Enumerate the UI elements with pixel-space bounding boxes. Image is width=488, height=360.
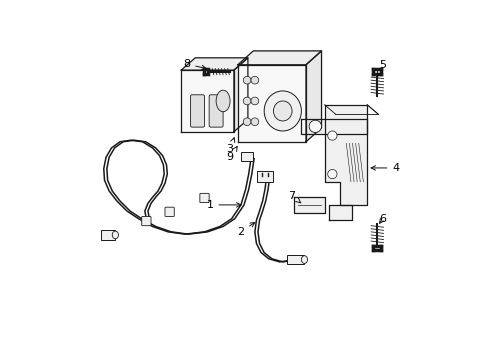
Text: 9: 9: [226, 147, 237, 162]
Ellipse shape: [264, 91, 301, 131]
Polygon shape: [324, 105, 366, 205]
Circle shape: [243, 97, 250, 105]
Text: 8: 8: [183, 59, 206, 70]
Bar: [257, 171, 272, 182]
Ellipse shape: [273, 101, 291, 121]
Ellipse shape: [301, 256, 307, 264]
Text: 1: 1: [206, 200, 241, 210]
Text: 5: 5: [377, 60, 386, 76]
Polygon shape: [237, 51, 321, 65]
Bar: [241, 152, 253, 161]
FancyBboxPatch shape: [200, 193, 209, 203]
Circle shape: [250, 97, 258, 105]
Polygon shape: [293, 197, 324, 213]
Polygon shape: [237, 65, 305, 142]
Circle shape: [250, 118, 258, 126]
Text: 6: 6: [379, 214, 386, 224]
Polygon shape: [301, 119, 366, 134]
Polygon shape: [181, 58, 247, 70]
Ellipse shape: [112, 231, 118, 239]
Polygon shape: [233, 58, 247, 132]
Text: 7: 7: [288, 191, 300, 203]
Circle shape: [243, 118, 250, 126]
FancyBboxPatch shape: [164, 207, 174, 216]
Bar: [101, 230, 115, 240]
Text: 3: 3: [226, 138, 234, 154]
FancyBboxPatch shape: [190, 95, 204, 127]
Bar: [287, 255, 304, 264]
Polygon shape: [305, 51, 321, 142]
Text: 4: 4: [370, 163, 399, 173]
Circle shape: [243, 76, 250, 84]
Circle shape: [327, 170, 336, 179]
Circle shape: [250, 76, 258, 84]
Polygon shape: [328, 205, 351, 220]
Text: 2: 2: [237, 222, 254, 237]
Ellipse shape: [216, 90, 230, 112]
Circle shape: [327, 131, 336, 140]
Polygon shape: [181, 70, 233, 132]
FancyBboxPatch shape: [209, 95, 223, 127]
FancyBboxPatch shape: [142, 216, 151, 226]
Circle shape: [308, 120, 321, 132]
